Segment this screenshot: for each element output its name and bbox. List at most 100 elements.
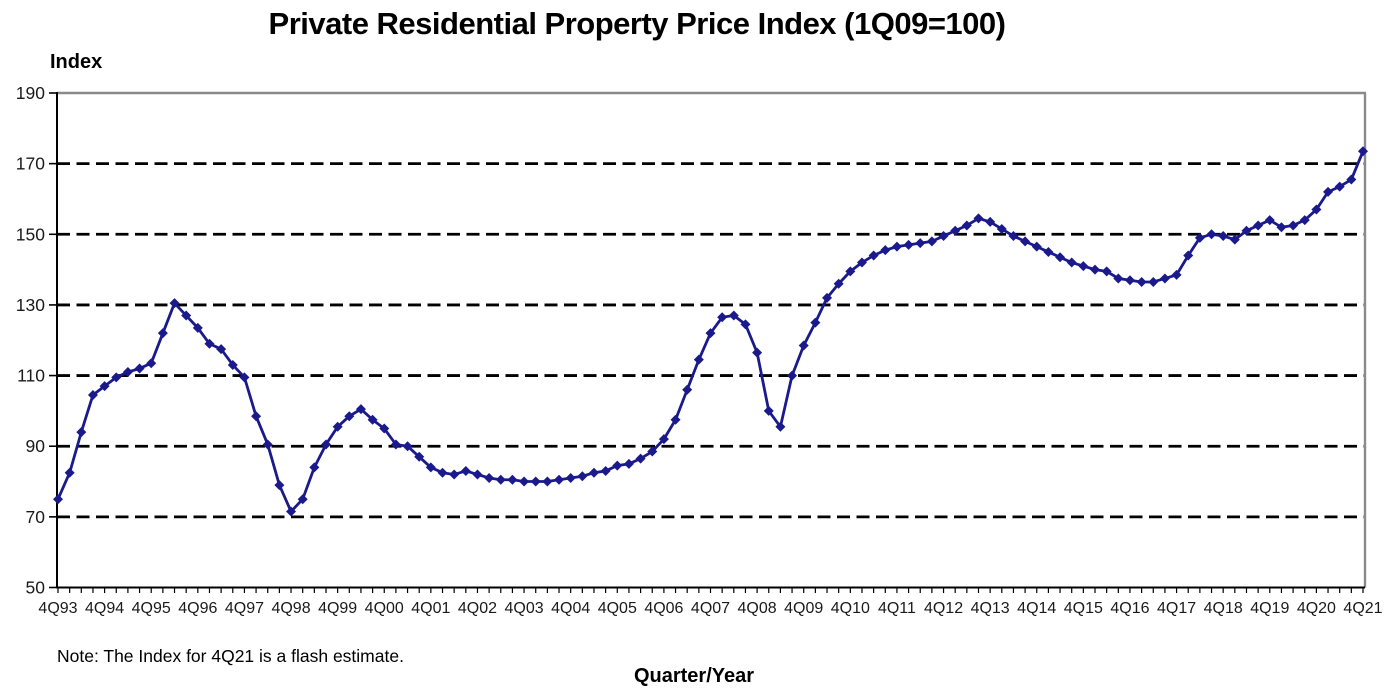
data-point-marker bbox=[484, 473, 495, 484]
x-tick-label: 4Q00 bbox=[365, 600, 404, 617]
data-point-marker bbox=[320, 439, 331, 450]
data-point-marker bbox=[845, 266, 856, 277]
x-tick-label: 4Q11 bbox=[878, 600, 916, 617]
data-point-marker bbox=[1020, 236, 1031, 247]
data-point-marker bbox=[1334, 181, 1345, 192]
data-point-marker bbox=[1008, 231, 1019, 242]
x-tick-label: 4Q20 bbox=[1297, 600, 1336, 617]
data-point-marker bbox=[856, 257, 867, 268]
data-point-marker bbox=[157, 328, 168, 339]
data-point-marker bbox=[950, 225, 961, 236]
data-point-marker bbox=[973, 213, 984, 224]
data-point-marker bbox=[367, 414, 378, 425]
data-point-marker bbox=[390, 439, 401, 450]
data-point-marker bbox=[99, 381, 110, 392]
data-point-marker bbox=[903, 239, 914, 250]
x-tick-label: 4Q98 bbox=[271, 600, 310, 617]
data-point-marker bbox=[658, 434, 669, 445]
data-point-marker bbox=[134, 363, 145, 374]
y-tick-label: 110 bbox=[17, 366, 45, 386]
data-point-marker bbox=[635, 453, 646, 464]
data-point-marker bbox=[1253, 220, 1264, 231]
data-point-marker bbox=[76, 427, 87, 438]
data-point-marker bbox=[915, 238, 926, 249]
data-point-marker bbox=[507, 474, 518, 485]
x-tick-label: 4Q15 bbox=[1064, 600, 1103, 617]
data-point-marker bbox=[309, 462, 320, 473]
data-point-marker bbox=[588, 467, 599, 478]
y-tick-label: 170 bbox=[16, 154, 45, 174]
x-tick-label: 4Q13 bbox=[971, 600, 1010, 617]
data-point-marker bbox=[437, 467, 448, 478]
y-tick-label: 70 bbox=[26, 507, 46, 527]
x-tick-label: 4Q08 bbox=[738, 600, 777, 617]
data-point-marker bbox=[810, 317, 821, 328]
data-point-marker bbox=[577, 471, 588, 482]
x-tick-label: 4Q02 bbox=[458, 600, 497, 617]
data-point-marker bbox=[868, 250, 879, 261]
x-tick-label: 4Q19 bbox=[1250, 600, 1289, 617]
data-point-marker bbox=[1323, 186, 1334, 197]
x-tick-label: 4Q10 bbox=[831, 600, 870, 617]
x-tick-label: 4Q07 bbox=[691, 600, 730, 617]
x-axis-title: Quarter/Year bbox=[633, 665, 755, 687]
data-point-marker bbox=[87, 389, 98, 400]
data-point-marker bbox=[565, 473, 576, 484]
data-point-marker bbox=[355, 404, 366, 415]
data-point-marker bbox=[1311, 204, 1322, 215]
data-point-marker bbox=[1194, 232, 1205, 243]
data-point-marker bbox=[1113, 273, 1124, 284]
data-point-marker bbox=[926, 236, 937, 247]
data-point-marker bbox=[1124, 275, 1135, 286]
data-point-marker bbox=[647, 446, 658, 457]
data-point-marker bbox=[938, 231, 949, 242]
x-tick-label: 4Q04 bbox=[551, 600, 590, 617]
x-tick-label: 4Q18 bbox=[1204, 600, 1243, 617]
data-point-marker bbox=[297, 494, 308, 505]
data-point-marker bbox=[1031, 241, 1042, 252]
data-point-marker bbox=[1183, 250, 1194, 261]
note-text: Note: The Index for 4Q21 is a flash esti… bbox=[57, 646, 404, 666]
data-point-marker bbox=[169, 298, 180, 309]
x-tick-label: 4Q06 bbox=[644, 600, 683, 617]
data-point-marker bbox=[752, 347, 763, 358]
data-point-marker bbox=[495, 474, 506, 485]
x-tick-label: 4Q99 bbox=[318, 600, 357, 617]
data-point-marker bbox=[425, 462, 436, 473]
data-point-marker bbox=[600, 465, 611, 476]
data-point-marker bbox=[612, 460, 623, 471]
data-point-marker bbox=[891, 241, 902, 252]
data-point-marker bbox=[251, 411, 262, 422]
data-point-marker bbox=[554, 474, 565, 485]
data-point-marker bbox=[542, 476, 553, 487]
x-tick-label: 4Q14 bbox=[1017, 600, 1056, 617]
data-point-marker bbox=[181, 310, 192, 321]
data-point-marker bbox=[379, 423, 390, 434]
data-point-marker bbox=[332, 421, 343, 432]
chart-title: Private Residential Property Price Index… bbox=[268, 6, 1006, 41]
data-point-marker bbox=[717, 312, 728, 323]
data-point-marker bbox=[286, 506, 297, 517]
x-tick-label: 4Q97 bbox=[225, 600, 264, 617]
data-point-marker bbox=[996, 223, 1007, 234]
x-tick-label: 4Q16 bbox=[1110, 600, 1149, 617]
x-tick-label: 4Q12 bbox=[924, 600, 963, 617]
data-point-marker bbox=[274, 480, 285, 491]
x-tick-label: 4Q94 bbox=[85, 600, 124, 617]
data-point-marker bbox=[1288, 220, 1299, 231]
x-tick-label: 4Q17 bbox=[1157, 600, 1196, 617]
data-point-marker bbox=[705, 328, 716, 339]
data-point-marker bbox=[111, 372, 122, 383]
data-point-marker bbox=[833, 278, 844, 289]
data-point-marker bbox=[227, 359, 238, 370]
data-point-marker bbox=[1043, 246, 1054, 257]
data-point-marker bbox=[775, 421, 786, 432]
data-point-marker bbox=[64, 467, 75, 478]
x-tick-label: 4Q95 bbox=[132, 600, 171, 617]
data-point-marker bbox=[1299, 215, 1310, 226]
x-tick-label: 4Q96 bbox=[178, 600, 217, 617]
y-tick-label: 190 bbox=[16, 83, 45, 103]
data-point-marker bbox=[1136, 276, 1147, 287]
data-point-marker bbox=[787, 370, 798, 381]
y-tick-label: 150 bbox=[16, 224, 45, 244]
